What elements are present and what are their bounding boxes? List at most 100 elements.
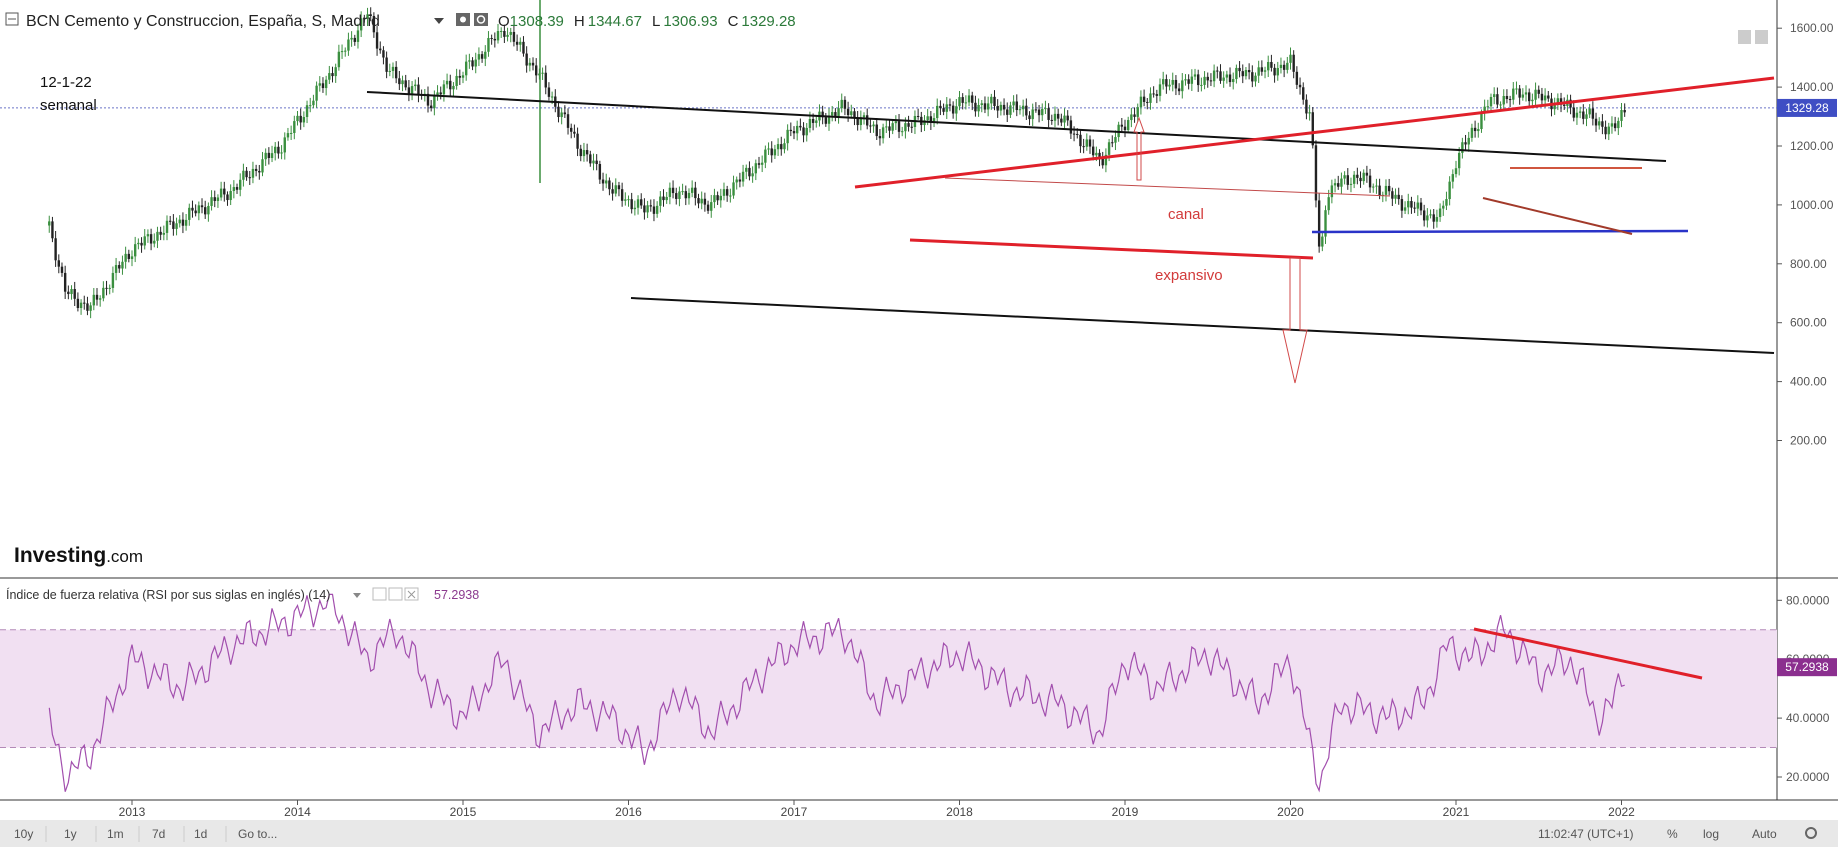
candle-body (557, 106, 560, 118)
candle-body (264, 152, 267, 160)
settings-gear-icon[interactable] (1805, 827, 1817, 839)
rsi-close-icon[interactable] (404, 587, 419, 601)
candle-body (286, 133, 290, 138)
pane-maximize-icon[interactable] (1738, 30, 1751, 44)
candle-body (394, 66, 398, 79)
price-tick-label: 1000.00 (1790, 198, 1834, 212)
canal-thin-line[interactable] (944, 177, 1391, 197)
candle-body (878, 136, 882, 139)
candle-body (1209, 80, 1213, 82)
candle-body (1604, 126, 1607, 135)
candle-body (321, 83, 325, 89)
candle-body (1384, 185, 1388, 195)
candle-body (601, 179, 605, 184)
symbol-title[interactable]: BCN Cemento y Construccion, España, S, M… (26, 13, 380, 30)
upper-channel-line[interactable] (366, 91, 1667, 162)
candle-body (1018, 109, 1022, 111)
down-arrow-shape[interactable] (1282, 257, 1308, 384)
candle-body (1623, 109, 1626, 113)
candle-body (1620, 109, 1623, 121)
pane-restore-icon[interactable] (1755, 30, 1768, 44)
candle-body (1302, 87, 1305, 100)
rsi-eye-icon[interactable] (372, 587, 387, 601)
candle-body (729, 195, 732, 197)
candle-body (1247, 70, 1251, 73)
goto-button[interactable]: Go to... (238, 827, 277, 841)
candle-body (1359, 177, 1362, 182)
candle-body (1260, 67, 1264, 72)
candle-body (280, 152, 283, 154)
candle-body (700, 198, 703, 204)
candle-body (382, 50, 385, 58)
expanding-lower-line[interactable] (909, 238, 1314, 260)
candle-body (1410, 201, 1413, 208)
candle-body (875, 124, 878, 137)
candle-body (1448, 181, 1451, 200)
candle-body (1397, 194, 1400, 200)
candle-body (407, 87, 411, 95)
support-line[interactable] (1311, 229, 1689, 234)
expanding-upper-line[interactable] (854, 76, 1775, 189)
candle-body (1317, 200, 1321, 247)
candle-body (445, 80, 449, 85)
candle-body (757, 163, 761, 165)
candle-body (1400, 199, 1404, 211)
candle-body (506, 34, 509, 37)
candle-body (888, 126, 891, 131)
settings-icon[interactable] (474, 13, 488, 26)
candle-body (547, 87, 551, 97)
range-button-10y[interactable]: 10y (14, 827, 33, 841)
rsi-dropdown-icon[interactable] (353, 593, 361, 598)
collapse-pane-icon[interactable] (5, 12, 19, 26)
candle-body (401, 80, 404, 85)
candle-body (1066, 115, 1069, 121)
candle-body (512, 31, 516, 42)
candle-body (923, 120, 926, 126)
lower-channel-line[interactable] (630, 297, 1775, 354)
candle-body (1553, 104, 1556, 110)
candle-body (662, 196, 665, 201)
candle-body (1477, 129, 1480, 132)
candle-body (1314, 145, 1318, 201)
candle-body (713, 195, 716, 203)
auto-scale-button[interactable]: Auto (1752, 827, 1777, 841)
time-tick-label: 2017 (781, 805, 808, 819)
candle-body (990, 96, 993, 104)
candle-body (242, 170, 245, 180)
candle-body (894, 121, 898, 124)
range-button-1d[interactable]: 1d (194, 827, 207, 841)
candle-body (627, 199, 630, 201)
rsi-trend-line[interactable] (1473, 627, 1703, 680)
candle-body (258, 170, 261, 173)
candle-body (1286, 62, 1289, 70)
symbol-dropdown-icon[interactable] (434, 18, 444, 24)
up-arrow-shape[interactable] (1133, 116, 1145, 181)
percent-scale-button[interactable]: % (1667, 827, 1678, 841)
candle-body (983, 103, 987, 110)
settings-icon-gear (476, 15, 486, 24)
range-button-1y[interactable]: 1y (64, 827, 77, 841)
candle-body (961, 97, 964, 103)
candle-body (289, 132, 293, 134)
range-button-7d[interactable]: 7d (152, 827, 165, 841)
wedge-lower-line[interactable] (1482, 197, 1633, 235)
candle-body (1292, 54, 1295, 72)
candle-body (1324, 210, 1327, 237)
price-tick-label: 1600.00 (1790, 21, 1834, 35)
rsi-tick-label: 20.0000 (1786, 770, 1830, 784)
candle-body (942, 108, 945, 112)
candle-body (681, 191, 684, 193)
candle-body (188, 207, 191, 220)
candle-body (1486, 106, 1490, 108)
rsi-settings-icon[interactable] (388, 587, 403, 601)
candle-body (1149, 93, 1152, 103)
candle-body (1107, 142, 1111, 155)
candle-body (350, 37, 353, 40)
candle-body (694, 187, 697, 199)
candle-body (1610, 123, 1614, 127)
candle-body (165, 220, 169, 233)
range-button-1m[interactable]: 1m (107, 827, 124, 841)
candle-body (385, 57, 388, 72)
log-scale-button[interactable]: log (1703, 827, 1719, 841)
